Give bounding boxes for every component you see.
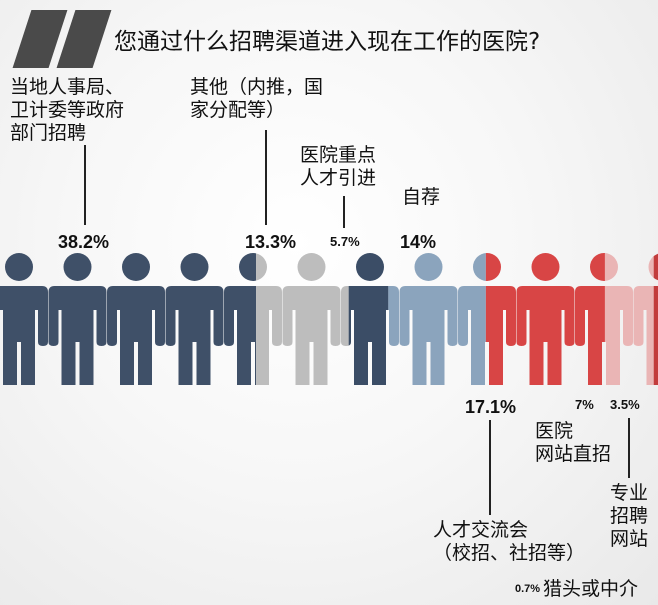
category-label-line: 网站直招	[535, 443, 612, 465]
bar	[604, 253, 654, 385]
chart-title: 您通过什么招聘渠道进入现在工作的医院?	[114, 29, 541, 55]
person-figure	[485, 253, 516, 385]
person-figure	[107, 253, 165, 385]
category-label-line: 家分配等）	[190, 99, 286, 121]
bar	[485, 253, 605, 385]
category-label-line: 人才引进	[300, 167, 377, 189]
person-figure	[633, 256, 654, 385]
category-label-line: 人才交流会	[433, 519, 529, 541]
leader-line	[265, 130, 267, 225]
data-label: 14%	[400, 232, 437, 252]
person-figure	[388, 286, 399, 346]
data-label: 3.5%	[610, 397, 640, 412]
data-label: 7%	[575, 397, 594, 412]
category-label-line: 卫计委等政府	[10, 99, 125, 121]
category-label-line: （校招、社招等）	[433, 542, 586, 564]
category-label: 医院重点 人才引进	[300, 144, 376, 190]
leader-line	[84, 145, 86, 225]
person-figure	[653, 253, 658, 385]
person-figure	[224, 253, 257, 385]
category-label: 其他（内推，国 家分配等）	[190, 76, 323, 122]
data-label: 5.7%	[330, 234, 360, 249]
person-figure	[341, 286, 349, 346]
bar	[388, 253, 486, 385]
bar	[0, 253, 257, 385]
category-label: 专业 招聘 网站	[610, 482, 648, 551]
person-figure	[165, 253, 224, 385]
category-label-line: 其他（内推，国	[190, 76, 324, 98]
person-figure	[282, 253, 341, 385]
category-label-line: 医院重点	[300, 144, 377, 166]
category-label-line: 猎头或中介	[543, 578, 639, 600]
data-label: 17.1%	[465, 397, 517, 417]
category-label: 猎头或中介	[543, 578, 638, 601]
leader-line	[343, 196, 345, 228]
person-figure	[0, 253, 48, 385]
pictogram-row	[0, 253, 658, 385]
category-label-line: 专业	[610, 482, 649, 504]
leader-line	[628, 418, 630, 478]
bar	[256, 253, 349, 385]
person-figure	[348, 253, 389, 385]
category-label: 自荐	[402, 186, 440, 209]
category-label: 医院 网站直招	[535, 420, 611, 466]
person-figure	[575, 253, 605, 385]
category-label-line: 部门招聘	[10, 122, 87, 144]
category-label-line: 招聘	[610, 505, 649, 527]
data-label: 0.7%	[515, 583, 541, 595]
category-label: 人才交流会 （校招、社招等）	[433, 519, 585, 565]
category-label-line: 自荐	[402, 186, 441, 208]
data-label: 38.2%	[58, 232, 110, 252]
person-figure	[516, 253, 575, 385]
category-label-line: 网站	[610, 528, 649, 550]
person-figure	[256, 253, 282, 385]
data-label: 13.3%	[245, 232, 297, 252]
quote-mark-icon	[56, 10, 112, 68]
person-figure	[458, 253, 486, 385]
category-label-line: 医院	[535, 420, 574, 442]
person-figure	[399, 253, 458, 385]
category-label: 当地人事局、 卫计委等政府 部门招聘	[10, 76, 124, 145]
bar	[348, 253, 389, 385]
bar	[653, 253, 658, 385]
person-figure	[604, 253, 633, 385]
leader-line	[489, 420, 491, 515]
person-figure	[48, 253, 107, 385]
category-label-line: 当地人事局、	[10, 76, 125, 98]
